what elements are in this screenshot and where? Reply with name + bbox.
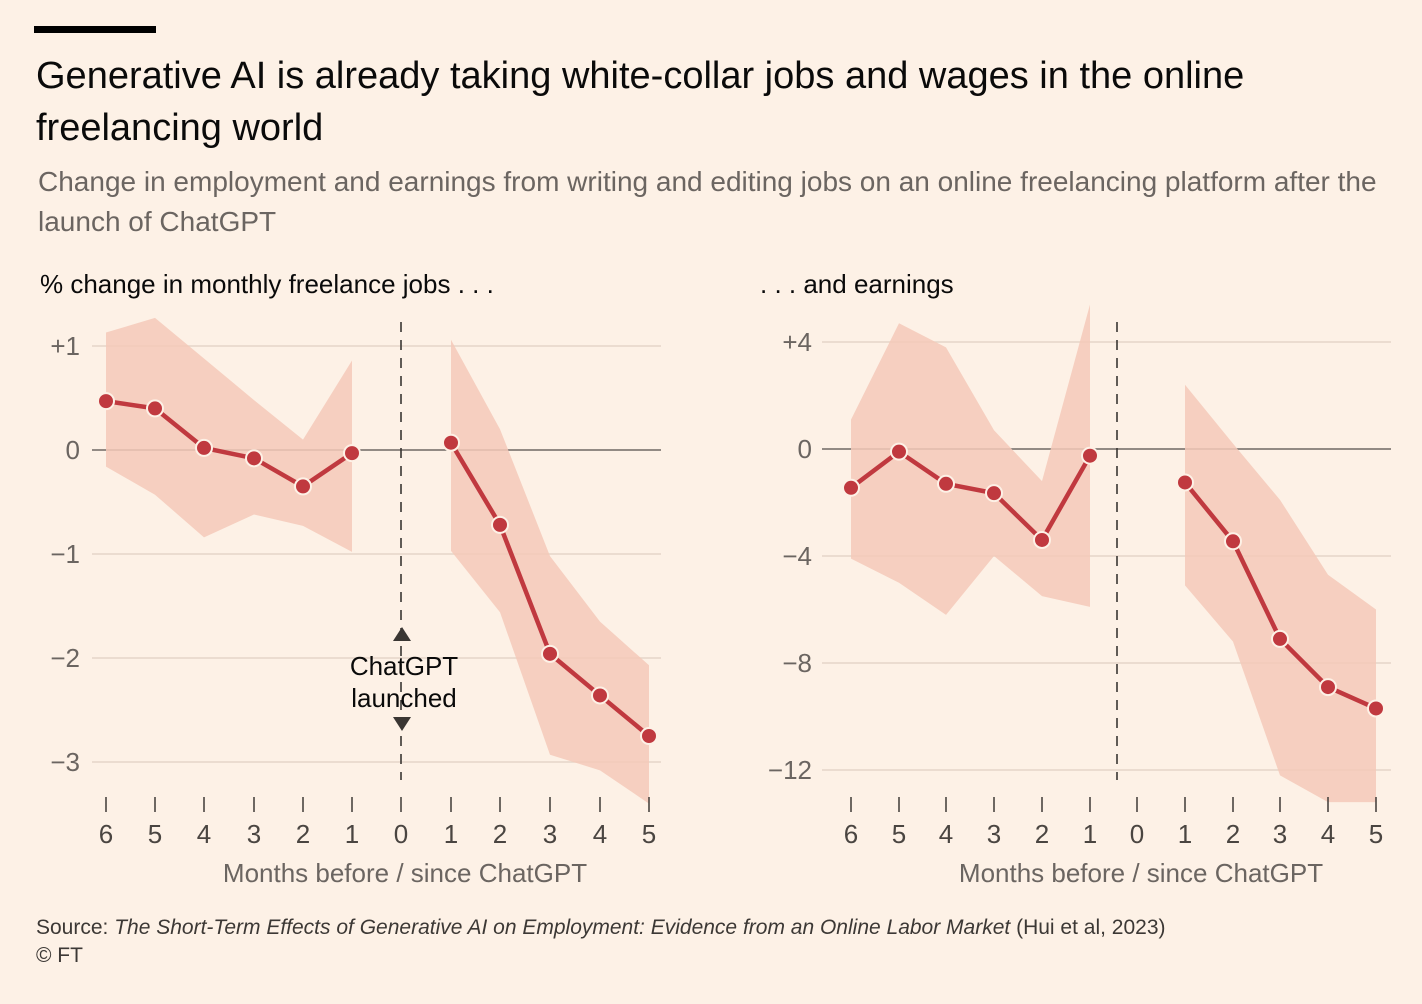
series-line-before (849, 449, 1092, 543)
x-tick-label: 0 (1130, 819, 1144, 849)
data-point-before (842, 478, 860, 497)
data-point-before (1081, 446, 1099, 465)
x-tick-label: 2 (296, 819, 310, 849)
arrow-up-icon (393, 627, 411, 641)
x-tick-label: 6 (844, 819, 858, 849)
x-tick-label: 4 (593, 819, 607, 849)
confidence-band-after (1185, 384, 1376, 803)
data-point-before (937, 474, 955, 493)
data-point-after (591, 686, 609, 705)
confidence-band-after (451, 339, 649, 804)
x-tick-label: 4 (939, 819, 953, 849)
source-suffix: (Hui et al, 2023) (1010, 916, 1166, 939)
y-tick-label: −8 (782, 648, 812, 678)
data-point-before (890, 442, 908, 461)
x-tick-label: 1 (444, 819, 458, 849)
data-point-before (343, 444, 361, 463)
y-tick-label: −3 (50, 747, 80, 777)
data-point-after (1367, 699, 1385, 718)
y-tick-label: 0 (798, 434, 812, 464)
panel-title-earnings: . . . and earnings (760, 269, 954, 299)
x-axis-label: Months before / since ChatGPT (959, 858, 1323, 888)
annotation-line1: ChatGPT (350, 651, 458, 681)
x-tick-label: 1 (1083, 819, 1097, 849)
y-tick-label: −2 (50, 643, 80, 673)
arrow-down-icon (393, 717, 411, 731)
confidence-band-before (851, 304, 1090, 615)
x-axis-label: Months before / since ChatGPT (223, 858, 587, 888)
data-point-after (1176, 473, 1194, 492)
y-tick-label: +1 (50, 331, 80, 361)
x-tick-label: 5 (642, 819, 656, 849)
x-tick-label: 0 (394, 819, 408, 849)
chart-subtitle: Change in employment and earnings from w… (38, 166, 1377, 237)
data-point-after (640, 727, 658, 745)
x-tick-label: 1 (1178, 819, 1192, 849)
x-tick-label: 4 (1321, 819, 1335, 849)
copyright: © FT (36, 944, 83, 967)
data-point-before (97, 392, 115, 411)
x-tick-label: 2 (1226, 819, 1240, 849)
x-tick-label: 5 (148, 819, 162, 849)
brand-bar (34, 26, 156, 33)
data-point-before (245, 449, 263, 468)
data-point-after (442, 433, 460, 452)
confidence-band-before (106, 317, 352, 552)
x-tick-label: 5 (892, 819, 906, 849)
x-tick-label: 1 (345, 819, 359, 849)
panel-jobs: +1 0 −1 −2 −3 6 5 4 3 2 1 0 1 2 3 4 5 Months before / sin… (50, 317, 661, 888)
chart-title: Generative AI is already taking white-co… (36, 55, 1245, 149)
data-point-after (541, 644, 559, 663)
x-tick-label: 3 (247, 819, 261, 849)
data-point-before (294, 477, 312, 496)
source-prefix: Source: (36, 916, 115, 939)
data-point-after (1224, 532, 1242, 551)
data-point-after (491, 515, 509, 534)
source-title: The Short-Term Effects of Generative AI … (114, 916, 1011, 939)
chatgpt-launch-annotation: ChatGPT launched (350, 627, 458, 731)
y-tick-label: −4 (782, 541, 812, 571)
x-tick-label: 2 (493, 819, 507, 849)
data-point-before (146, 399, 164, 418)
data-point-after (1271, 629, 1289, 648)
x-tick-label: 2 (1035, 819, 1049, 849)
x-tick-label: 3 (987, 819, 1001, 849)
data-point-after (1319, 678, 1337, 697)
y-tick-label: −1 (50, 539, 80, 569)
x-tick-label: 3 (543, 819, 557, 849)
y-tick-label: +4 (782, 327, 812, 357)
panel-title-jobs: % change in monthly freelance jobs . . . (40, 269, 494, 299)
data-point-before (195, 438, 213, 457)
y-tick-label: −12 (768, 755, 812, 785)
source-note: Source: The Short-Term Effects of Genera… (36, 914, 1166, 942)
panel-earnings: +4 0 −4 −8 −12 6 5 4 3 2 1 0 1 2 3 4 5 Months before / si… (768, 304, 1391, 888)
annotation-line2: launched (351, 683, 457, 713)
y-tick-label: 0 (66, 435, 80, 465)
x-tick-label: 6 (99, 819, 113, 849)
data-point-before (985, 484, 1003, 503)
x-tick-label: 5 (1369, 819, 1383, 849)
x-tick-label: 4 (197, 819, 211, 849)
x-tick-label: 3 (1273, 819, 1287, 849)
data-point-before (1033, 530, 1051, 549)
